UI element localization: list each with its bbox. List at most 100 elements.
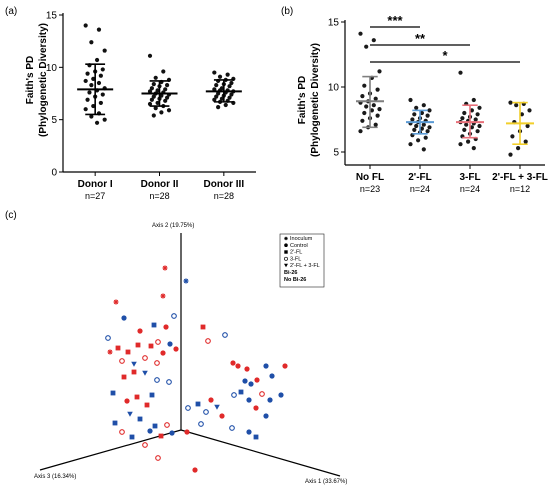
pcoa-point-2fl bbox=[152, 423, 158, 429]
panel-b-data-point bbox=[416, 138, 421, 143]
panel-b-data-point bbox=[519, 112, 525, 117]
pcoa-point-2fl bbox=[131, 369, 137, 375]
pcoa-point-3fl bbox=[198, 421, 204, 427]
panel-a-data-point bbox=[89, 114, 94, 119]
significance-stars: ** bbox=[415, 31, 426, 46]
panel-a-data-point bbox=[149, 97, 154, 102]
pcoa-point-2fl bbox=[253, 434, 259, 440]
panel-b-data-point bbox=[462, 127, 467, 132]
panel-b-data-point bbox=[371, 103, 376, 108]
legend-label: 2'-FL + 3-FL bbox=[290, 263, 320, 269]
panel-a-data-point bbox=[159, 110, 164, 115]
panel-b-data-point bbox=[362, 110, 367, 116]
pcoa-point-inoculum bbox=[113, 299, 119, 305]
panel-b-data-point bbox=[414, 105, 419, 110]
pcoa-point-control bbox=[282, 363, 288, 369]
legend-label: Bi-26 bbox=[284, 270, 297, 276]
panel-b-data-point bbox=[471, 146, 476, 151]
pcoa-point-2fl bbox=[149, 392, 155, 398]
panel-b-data-point bbox=[427, 108, 432, 113]
panel-a-data-point bbox=[85, 71, 90, 76]
panel-a-data-point bbox=[96, 27, 102, 32]
legend-marker-square bbox=[284, 250, 288, 254]
panel-a-data-point bbox=[229, 80, 234, 86]
panel-b-data-point bbox=[471, 97, 476, 103]
panel-b-data-point bbox=[508, 152, 513, 157]
panel-b-data-point bbox=[514, 103, 519, 108]
panel-a-data-point bbox=[98, 73, 103, 78]
panel-b-data-point bbox=[469, 125, 474, 130]
legend-marker-open-circle bbox=[284, 256, 288, 261]
panel-a-data-point bbox=[91, 103, 96, 109]
panel-a-data-point bbox=[85, 97, 90, 102]
pcoa-point-control bbox=[278, 392, 284, 398]
pcoa-point-2fl bbox=[129, 434, 135, 440]
panel-b-n-label: n=24 bbox=[410, 184, 430, 194]
panel-a-data-point bbox=[225, 72, 230, 77]
panel-a-data-point bbox=[149, 86, 154, 91]
panel-a-data-point bbox=[147, 53, 153, 58]
panel-b-data-point bbox=[358, 129, 363, 134]
panel-a-data-point bbox=[163, 87, 168, 92]
panel-a-data-point bbox=[91, 76, 96, 81]
panel-b-data-point bbox=[508, 100, 513, 105]
panel-b-data-point bbox=[412, 112, 417, 117]
pcoa-point-control bbox=[254, 377, 260, 383]
panel-b-data-point bbox=[375, 113, 380, 118]
significance-stars: * bbox=[442, 48, 448, 63]
panel-b-category-label: 3-FL bbox=[459, 172, 480, 183]
panel-a-data-point bbox=[223, 102, 228, 108]
panel-b-data-point bbox=[462, 110, 467, 116]
pcoa-point-inoculum bbox=[160, 293, 166, 299]
panel-a-data-point bbox=[151, 94, 156, 99]
panel-b-data-point bbox=[477, 105, 482, 110]
pcoa-point-control bbox=[219, 413, 225, 419]
panel-a-category-label: Donor III bbox=[204, 179, 245, 190]
pcoa-point-2fl bbox=[135, 342, 141, 348]
pcoa-axis-3-label: Axis 3 (16.34%) bbox=[34, 474, 76, 480]
pcoa-point-control bbox=[235, 363, 241, 369]
panel-b-data-point bbox=[369, 108, 374, 113]
panel-a-data-point bbox=[100, 92, 105, 97]
panel-a-data-point bbox=[83, 23, 88, 28]
panel-a-data-point bbox=[153, 106, 158, 111]
panel-b-data-point bbox=[425, 129, 430, 134]
panel-a-data-point bbox=[83, 107, 88, 112]
panel-a-y-tick-label: 15 bbox=[46, 11, 58, 22]
panel-a-data-point bbox=[153, 75, 158, 80]
panel-a-data-point bbox=[212, 97, 217, 102]
panel-b-category-label: 2'-FL bbox=[408, 172, 432, 183]
pcoa-point-control bbox=[253, 405, 259, 411]
pcoa-point-2fl bbox=[151, 322, 157, 328]
panel-b-chart: Faith's PD (Phylogenetic Diversity) 5 10 1… bbox=[297, 13, 548, 194]
panel-b-data-point bbox=[475, 112, 480, 117]
panel-a-data-point bbox=[159, 93, 164, 98]
panel-b-data-point bbox=[427, 125, 432, 130]
pcoa-point-control bbox=[137, 328, 143, 334]
pcoa-point-3fl bbox=[231, 392, 237, 398]
pcoa-point-control bbox=[147, 428, 153, 434]
panel-a-data-point bbox=[94, 120, 100, 125]
pcoa-point-2fl-3fl bbox=[131, 361, 137, 367]
panel-a-data-point bbox=[216, 91, 221, 96]
panel-a-data-point bbox=[214, 94, 219, 99]
panel-a-data-point bbox=[214, 83, 219, 88]
pcoa-point-2fl bbox=[200, 324, 206, 330]
panel-a-data-point bbox=[212, 70, 217, 75]
pcoa-point-control bbox=[246, 429, 252, 435]
pcoa-point-2fl bbox=[110, 390, 116, 396]
significance-stars: *** bbox=[387, 13, 403, 28]
pcoa-point-2fl bbox=[125, 349, 131, 355]
panel-b-n-label: n=24 bbox=[460, 184, 480, 194]
pcoa-point-2fl bbox=[137, 416, 143, 422]
panel-b-data-point bbox=[421, 147, 426, 152]
panel-b-data-point bbox=[412, 127, 417, 132]
panel-b-data-point bbox=[371, 38, 376, 43]
pcoa-point-3fl bbox=[203, 409, 209, 415]
legend-box bbox=[279, 233, 325, 288]
panel-b-data-point bbox=[466, 139, 471, 144]
panel-b-data-point bbox=[414, 123, 419, 129]
legend-label: Control bbox=[290, 243, 308, 249]
panel-b-data-point bbox=[375, 87, 380, 92]
panel-b-data-point bbox=[460, 116, 465, 121]
